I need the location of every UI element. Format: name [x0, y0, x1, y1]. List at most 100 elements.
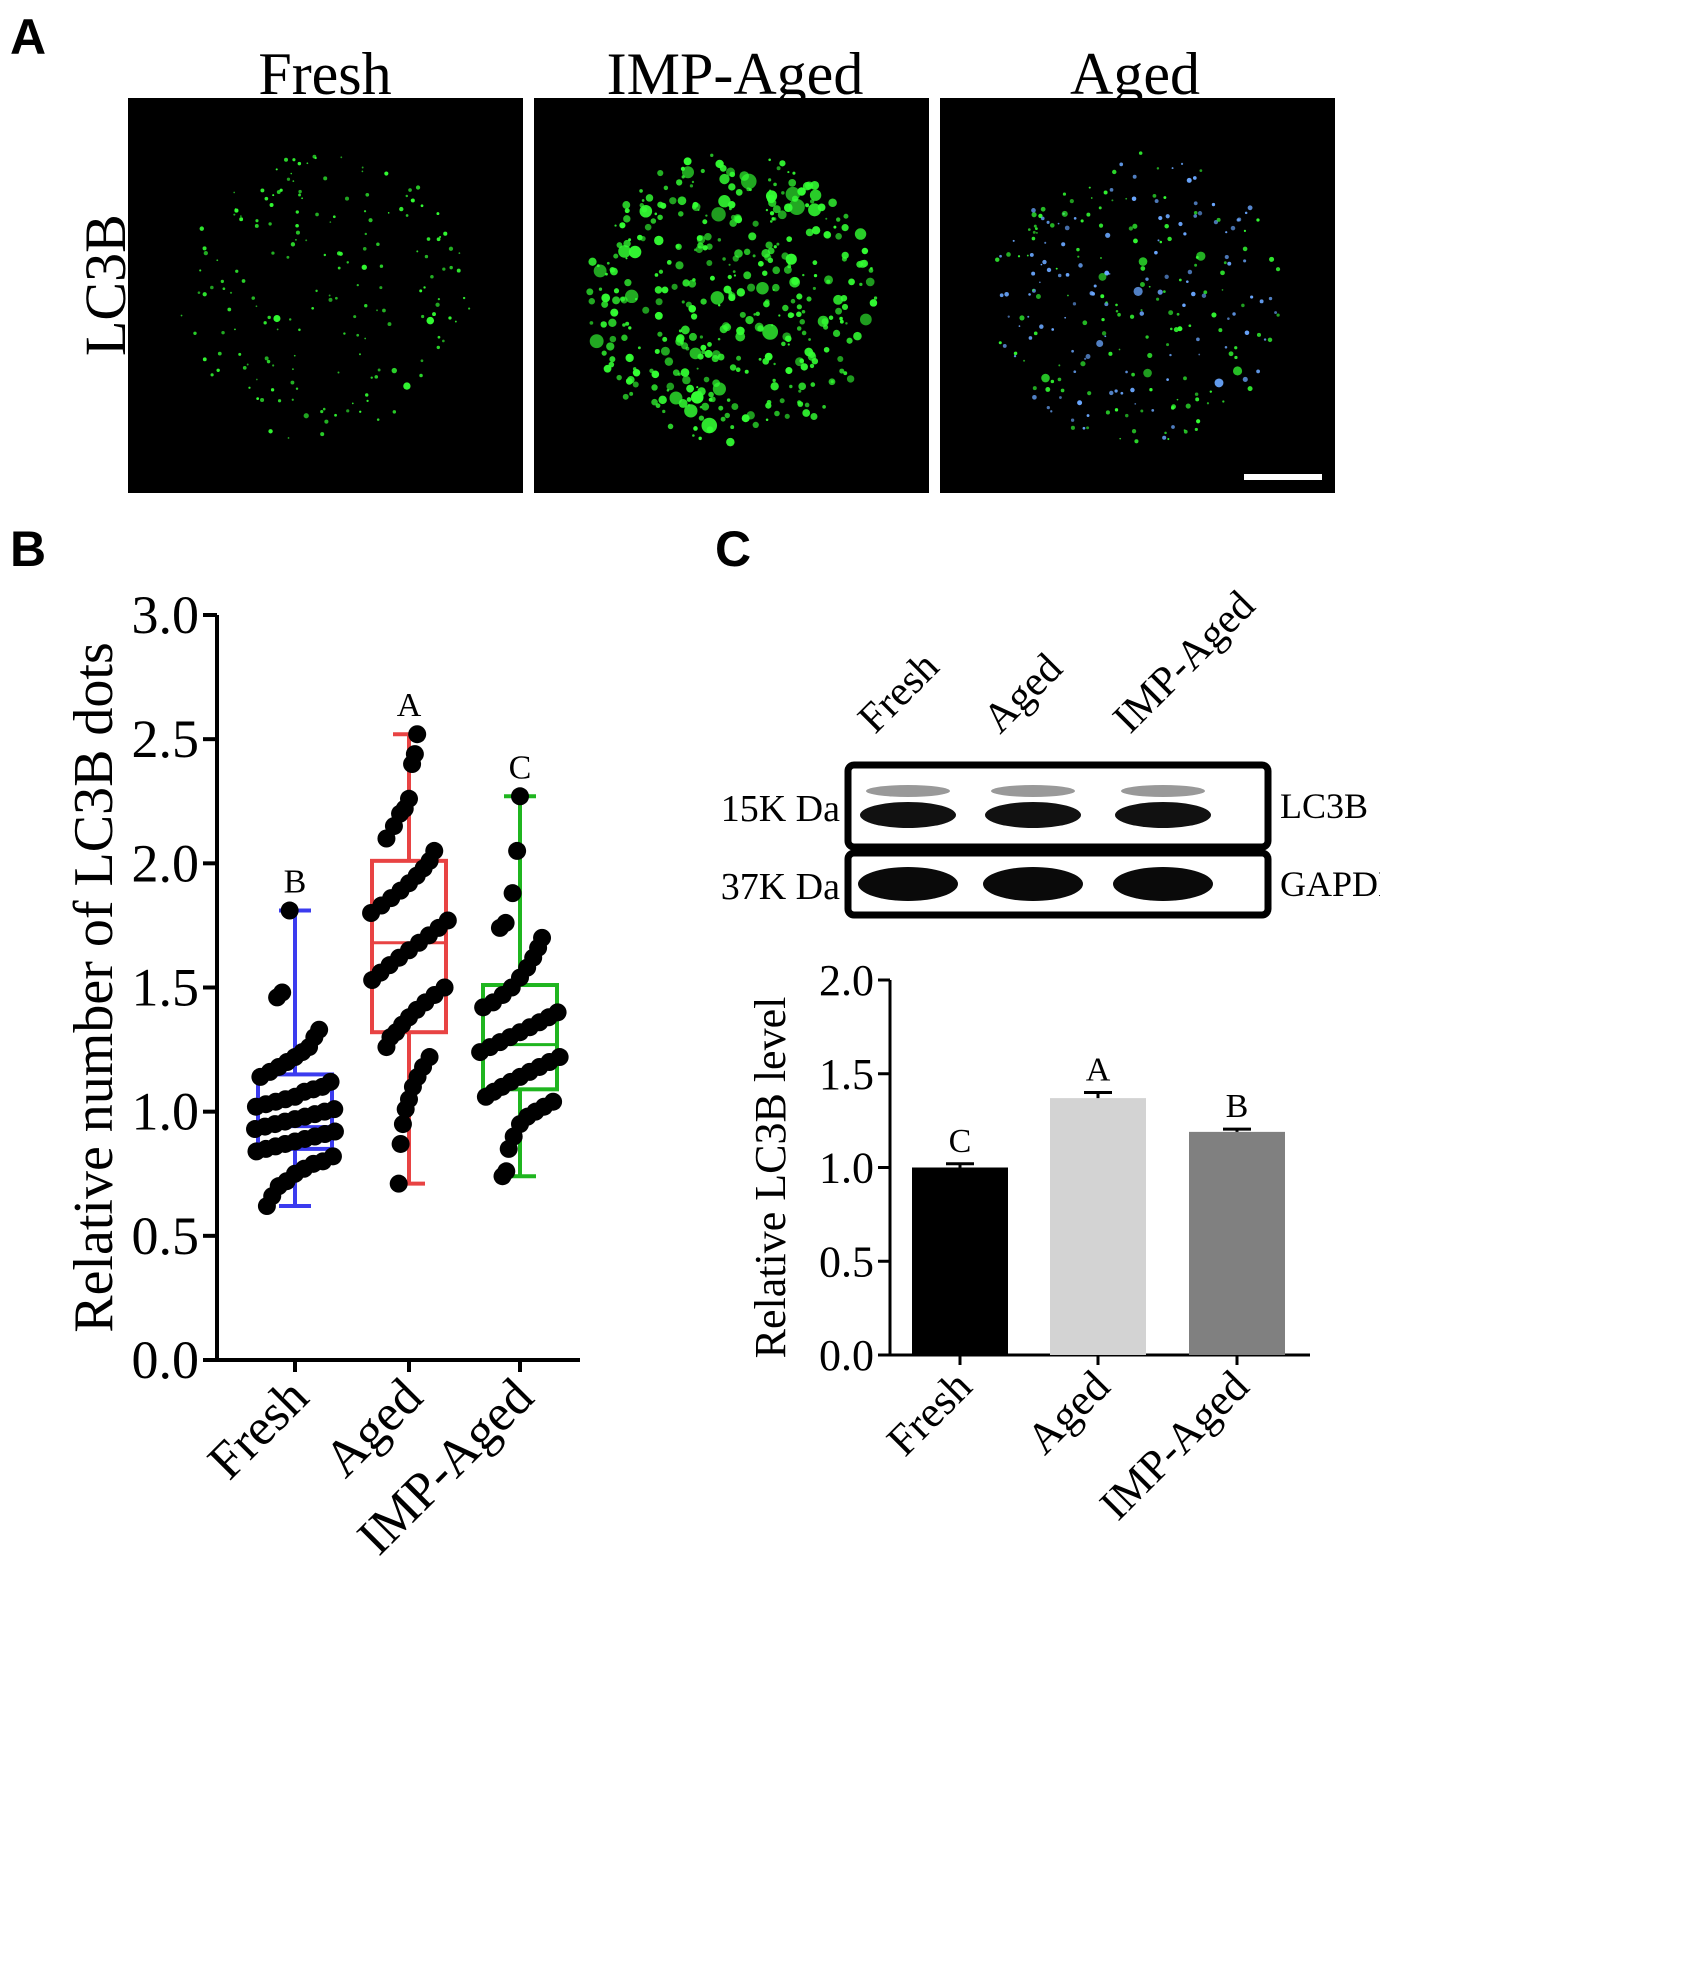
fluorescent-dot: [1196, 251, 1206, 261]
fluorescent-dot: [672, 369, 680, 376]
fluorescent-dot: [675, 244, 680, 249]
fluorescent-dot: [718, 195, 731, 208]
fluorescent-dot: [382, 308, 386, 313]
fluorescent-dot: [614, 224, 617, 227]
y-tick-label: 2.0: [132, 833, 200, 893]
fluorescent-dot: [437, 335, 441, 339]
fluorescent-dot: [1086, 426, 1090, 430]
fluorescent-dot: [1086, 212, 1091, 217]
y-tick-label: 3.0: [132, 585, 200, 645]
fluorescent-dot: [746, 187, 751, 192]
fluorescent-dot: [1243, 229, 1247, 233]
fluorescent-dot: [839, 319, 844, 324]
fluorescent-dot: [1211, 202, 1216, 207]
fluorescent-dot: [833, 294, 844, 305]
fluorescent-dot: [370, 376, 373, 379]
fluorescent-dot: [792, 171, 796, 175]
fluorescent-dot: [622, 393, 629, 400]
fluorescent-dot: [1062, 192, 1067, 196]
fluorescent-dot: [1149, 388, 1153, 392]
fluorescent-dot: [364, 232, 368, 236]
fluorescent-dot: [1170, 406, 1175, 410]
fluorescent-dot: [768, 158, 771, 162]
fluorescent-dot: [338, 251, 343, 256]
fluorescent-dot: [387, 322, 392, 327]
fluorescent-dot: [1115, 309, 1119, 313]
fluorescent-dot: [1145, 277, 1149, 281]
data-point: [497, 1162, 516, 1181]
fluorescent-dot: [736, 355, 742, 361]
fluorescent-dot: [808, 338, 811, 341]
fluorescent-dot: [353, 315, 357, 319]
fluorescent-dot: [458, 252, 461, 254]
fluorescent-dot: [790, 298, 796, 304]
fluorescent-dot: [1222, 400, 1225, 403]
fluorescent-dot: [270, 388, 275, 392]
fluorescent-dot: [763, 300, 770, 308]
fluorescent-dot: [845, 322, 848, 325]
fluorescent-dot: [1013, 351, 1018, 356]
fluorescent-dot: [835, 233, 842, 240]
fluorescent-dot: [873, 296, 878, 300]
fluorescent-dot: [747, 283, 756, 292]
fluorescent-dot: [681, 300, 685, 304]
fluorescent-dot: [1040, 263, 1043, 266]
fluorescent-dot: [632, 381, 639, 388]
data-point: [503, 884, 522, 903]
fluorescent-dot: [619, 296, 626, 302]
fluorescent-dot: [1085, 354, 1091, 359]
fluorescent-dot: [662, 409, 666, 414]
panel-a-label: A: [10, 9, 47, 65]
fluorescent-dot: [702, 245, 708, 251]
fluorescent-dot: [287, 437, 290, 439]
fluorescent-dot: [705, 214, 708, 217]
fluorescent-dot: [995, 257, 1000, 262]
fluorescent-dot: [654, 235, 664, 246]
fluorescent-dot: [1084, 357, 1087, 360]
fluorescent-dot: [658, 269, 664, 274]
y-tick-label: 1.0: [819, 1144, 874, 1193]
fluorescent-dot: [846, 375, 855, 383]
fluorescent-dot: [1101, 331, 1107, 336]
fluorescent-dot: [613, 288, 620, 294]
fluorescent-dot: [687, 403, 691, 407]
fluorescent-dot: [789, 276, 801, 288]
fluorescent-dot: [379, 286, 383, 290]
fluorescent-dot: [1182, 303, 1186, 307]
fluorescent-dot: [315, 212, 319, 217]
fluorescent-dot: [773, 182, 777, 187]
fluorescent-dot: [606, 342, 615, 351]
fluorescent-dot: [359, 353, 361, 356]
fluorescent-dot: [600, 321, 607, 328]
fluorescent-dot: [1193, 214, 1198, 218]
fluorescent-dot: [861, 247, 869, 255]
fluorescent-dot: [1230, 225, 1236, 231]
fluorescent-dot: [233, 213, 236, 216]
fluorescent-dot: [1196, 337, 1200, 342]
fluorescent-dot: [650, 218, 657, 224]
fluorescent-dot: [202, 357, 207, 362]
fluorescent-dot: [264, 196, 269, 201]
fluorescent-dot: [1117, 312, 1121, 317]
fluorescent-dot: [298, 189, 302, 194]
fluorescent-dot: [1166, 343, 1170, 347]
fluorescent-dot: [588, 298, 596, 305]
fluorescent-dot: [706, 243, 713, 250]
fluorescent-dot: [739, 311, 746, 318]
fluorescent-dot: [306, 162, 309, 165]
fluorescent-dot: [1099, 257, 1102, 260]
fluorescent-dot: [865, 277, 875, 287]
fluorescent-dot: [812, 286, 816, 291]
fluorescent-dot: [1031, 212, 1037, 218]
fluorescent-dot: [1042, 259, 1047, 265]
fluorescent-dot: [795, 357, 805, 367]
fluorescent-dot: [1194, 392, 1199, 396]
fluorescent-dot: [589, 334, 604, 349]
fluorescent-dot: [248, 386, 251, 389]
fluorescent-dot: [811, 226, 821, 235]
fluorescent-dot: [651, 384, 658, 391]
fluorescent-dot: [1108, 351, 1113, 356]
x-tick-label: Aged: [1017, 1361, 1119, 1463]
fluorescent-dot: [786, 236, 793, 243]
fluorescent-dot: [291, 398, 294, 401]
